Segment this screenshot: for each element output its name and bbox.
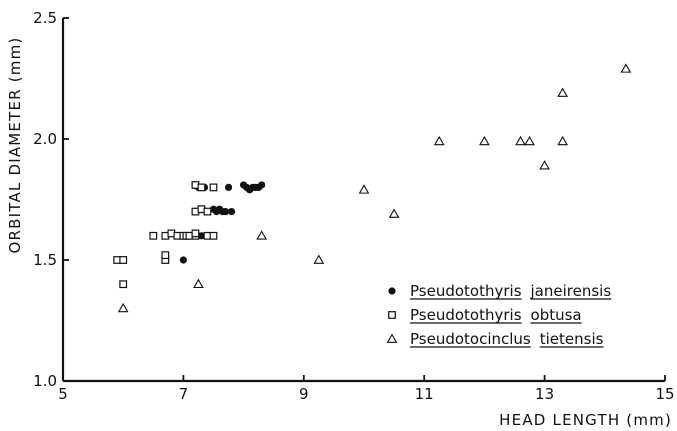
tietensis-point — [524, 135, 535, 146]
tietensis-point — [479, 135, 490, 146]
obtusa-point — [209, 183, 218, 192]
janeirensis-point — [224, 183, 233, 191]
legend-genus-janeirensis: Pseudotothyris — [410, 282, 522, 300]
x-tick-label: 7 — [179, 385, 189, 403]
tietensis-point — [620, 63, 632, 73]
tietensis-point — [433, 135, 445, 146]
obtusa-point — [191, 229, 200, 238]
legend-genus-obtusa: Pseudotothyris — [410, 306, 522, 324]
obtusa-point — [119, 256, 128, 264]
obtusa-point — [119, 280, 128, 289]
tietensis-point — [117, 302, 129, 313]
janeirensis-point — [197, 232, 206, 240]
legend-genus-tietensis: Pseudotocinclus — [410, 330, 531, 348]
tietensis-point — [313, 254, 325, 264]
data-points — [113, 63, 632, 313]
legend-marker-obtusa — [388, 311, 396, 319]
tietensis-point — [388, 208, 400, 218]
x-tick-label: 11 — [415, 385, 434, 403]
tietensis-point — [557, 87, 569, 97]
y-tick-label: 2.0 — [33, 130, 57, 148]
y-axis-title: ORBITAL DIAMETER (mm) — [6, 37, 24, 254]
tietensis-point — [193, 278, 204, 289]
x-tick-label: 13 — [535, 385, 554, 403]
tietensis-point — [539, 160, 550, 170]
obtusa-point — [203, 207, 212, 216]
axes — [61, 18, 665, 383]
legend-marker-tietensis — [386, 333, 398, 343]
janeirensis-point — [221, 208, 230, 216]
obtusa-point — [209, 231, 218, 240]
x-tick-label: 5 — [58, 385, 68, 403]
ticks: 5 7 9 11 13 15 1.0 1.5 2.0 2.5 — [33, 9, 674, 403]
tietensis-point — [358, 184, 370, 194]
janeirensis-point — [179, 256, 187, 264]
x-tick-label: 9 — [299, 385, 309, 403]
tietensis-point — [515, 135, 526, 146]
x-axis-title: HEAD LENGTH (mm) — [499, 411, 672, 429]
legend-species-obtusa: obtusa — [531, 306, 582, 324]
y-tick-label: 1.5 — [33, 251, 57, 269]
y-tick-label: 2.5 — [33, 9, 57, 27]
y-tick-label: 1.0 — [33, 372, 57, 390]
legend: Pseudotothyris janeirensis Pseudotothyris o… — [386, 282, 612, 348]
x-tick-label: 15 — [655, 385, 674, 403]
legend-species-janeirensis: janeirensis — [530, 282, 612, 300]
obtusa-point — [161, 251, 170, 260]
legend-marker-janeirensis — [388, 287, 396, 295]
tietensis-point — [256, 230, 268, 240]
janeirensis-point — [258, 181, 266, 189]
obtusa-point — [197, 183, 206, 192]
tietensis-point — [557, 135, 569, 146]
legend-species-tietensis: tietensis — [540, 330, 604, 348]
obtusa-point — [149, 231, 158, 240]
janeirensis-point — [227, 208, 236, 216]
